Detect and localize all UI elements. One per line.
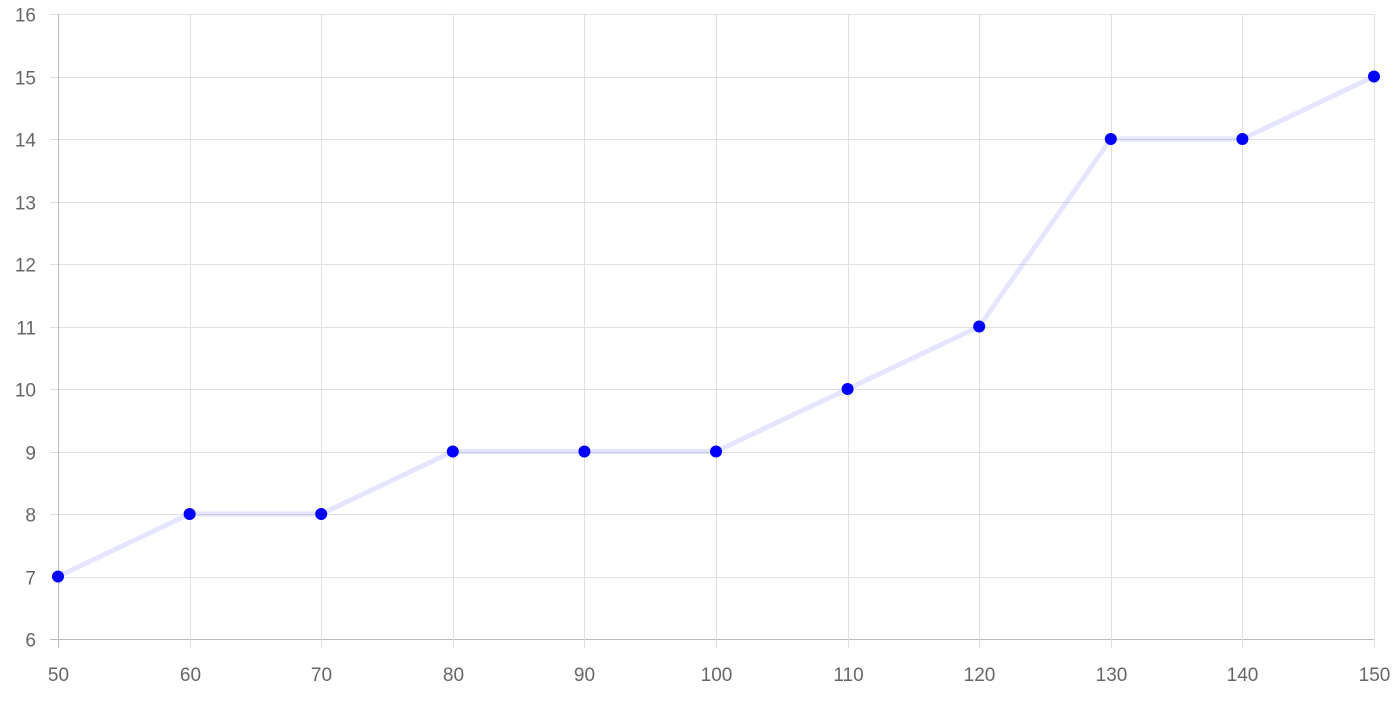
y-tick-label: 10: [15, 381, 36, 402]
y-tick-label: 15: [15, 69, 36, 90]
y-tick-label: 8: [25, 506, 36, 527]
data-point[interactable]: [973, 320, 986, 333]
x-tick-label: 90: [574, 665, 595, 686]
data-point[interactable]: [52, 570, 64, 583]
data-point[interactable]: [1236, 133, 1249, 145]
y-tick-label: 9: [25, 444, 36, 465]
data-point[interactable]: [446, 445, 459, 458]
x-tick-label: 140: [1227, 665, 1259, 686]
x-tick-label: 80: [443, 665, 464, 686]
data-point[interactable]: [578, 445, 591, 458]
data-point[interactable]: [1104, 133, 1117, 145]
x-tick-label: 100: [701, 665, 733, 686]
data-point[interactable]: [710, 445, 722, 458]
data-point[interactable]: [841, 383, 854, 395]
x-tick-label: 70: [311, 665, 332, 686]
x-tick-label: 110: [833, 665, 863, 686]
y-tick-label: 6: [25, 631, 36, 652]
y-tick-label: 14: [15, 131, 37, 152]
tick-labels: 6 7 8 9 10 11 12 13 14 15 16 50 60 70 80 90 100 110 120 130…: [15, 6, 1390, 687]
y-tick-label: 11: [16, 319, 36, 340]
data-point[interactable]: [315, 508, 328, 520]
x-tick-label: 50: [48, 665, 69, 686]
data-point[interactable]: [1368, 70, 1380, 83]
series: [52, 70, 1380, 583]
data-point[interactable]: [183, 508, 196, 520]
x-tick-label: 60: [180, 665, 201, 686]
x-tick-label: 120: [964, 665, 996, 686]
y-tick-label: 13: [15, 194, 36, 215]
x-tick-label: 130: [1096, 665, 1128, 686]
y-tick-label: 12: [15, 256, 36, 277]
x-tick-label: 150: [1359, 665, 1391, 686]
y-tick-label: 16: [15, 6, 36, 27]
y-tick-label: 7: [25, 569, 36, 590]
grid: [50, 14, 1375, 648]
